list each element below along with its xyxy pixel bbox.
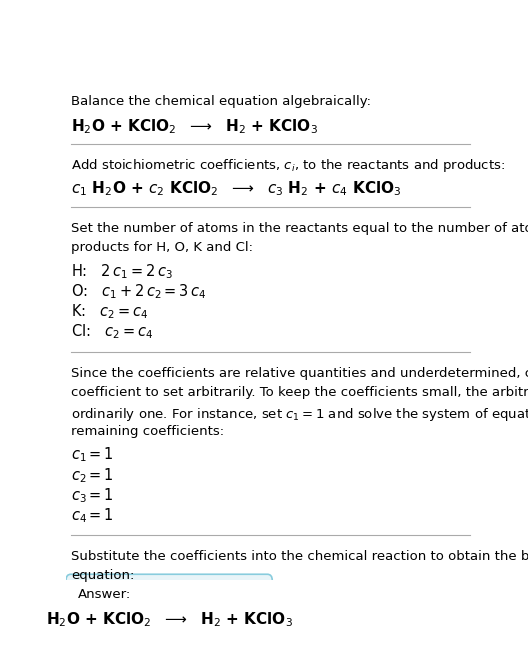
Text: equation:: equation:	[71, 569, 134, 582]
Text: H:   $2\,c_1 = 2\,c_3$: H: $2\,c_1 = 2\,c_3$	[71, 262, 173, 281]
Text: H$_2$O + KClO$_2$  $\longrightarrow$  H$_2$ + KClO$_3$: H$_2$O + KClO$_2$ $\longrightarrow$ H$_2…	[71, 117, 318, 136]
Text: coefficient to set arbitrarily. To keep the coefficients small, the arbitrary va: coefficient to set arbitrarily. To keep …	[71, 387, 528, 400]
Text: H$_2$O + KClO$_2$  $\longrightarrow$  H$_2$ + KClO$_3$: H$_2$O + KClO$_2$ $\longrightarrow$ H$_2…	[45, 610, 293, 629]
Text: Answer:: Answer:	[78, 588, 131, 601]
Text: Set the number of atoms in the reactants equal to the number of atoms in the: Set the number of atoms in the reactants…	[71, 222, 528, 235]
Text: Since the coefficients are relative quantities and underdetermined, choose a: Since the coefficients are relative quan…	[71, 368, 528, 380]
Text: Cl:   $c_2 = c_4$: Cl: $c_2 = c_4$	[71, 322, 153, 341]
Text: $c_1$ H$_2$O + $c_2$ KClO$_2$  $\longrightarrow$  $c_3$ H$_2$ + $c_4$ KClO$_3$: $c_1$ H$_2$O + $c_2$ KClO$_2$ $\longrigh…	[71, 179, 402, 198]
Text: $c_1 = 1$: $c_1 = 1$	[71, 446, 114, 464]
Text: K:   $c_2 = c_4$: K: $c_2 = c_4$	[71, 302, 148, 321]
Text: $c_4 = 1$: $c_4 = 1$	[71, 506, 114, 525]
Text: $c_3 = 1$: $c_3 = 1$	[71, 486, 114, 505]
Text: $c_2 = 1$: $c_2 = 1$	[71, 466, 114, 484]
Text: products for H, O, K and Cl:: products for H, O, K and Cl:	[71, 241, 253, 254]
Text: remaining coefficients:: remaining coefficients:	[71, 424, 224, 437]
Text: ordinarily one. For instance, set $c_1 = 1$ and solve the system of equations fo: ordinarily one. For instance, set $c_1 =…	[71, 406, 528, 422]
Text: O:   $c_1 + 2\,c_2 = 3\,c_4$: O: $c_1 + 2\,c_2 = 3\,c_4$	[71, 282, 206, 301]
Text: Add stoichiometric coefficients, $c_i$, to the reactants and products:: Add stoichiometric coefficients, $c_i$, …	[71, 157, 505, 174]
FancyBboxPatch shape	[66, 574, 272, 644]
Text: Substitute the coefficients into the chemical reaction to obtain the balanced: Substitute the coefficients into the che…	[71, 550, 528, 563]
Text: Balance the chemical equation algebraically:: Balance the chemical equation algebraica…	[71, 95, 371, 108]
